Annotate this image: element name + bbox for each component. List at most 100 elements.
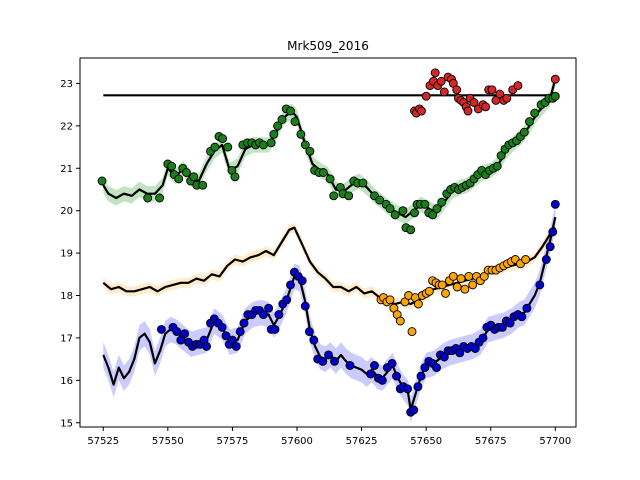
data-point-green-1-84: [525, 117, 534, 127]
data-point-blue-3-17: [227, 335, 237, 345]
data-point-red-0-26: [487, 85, 497, 95]
plot-frame: [79, 57, 577, 428]
data-point-blue-3-80: [505, 318, 515, 328]
data-point-blue-3-45: [370, 361, 379, 370]
data-point-orange-2-3: [385, 295, 395, 305]
data-point-green-1-38: [318, 168, 328, 177]
data-point-blue-3-44: [366, 369, 376, 379]
data-point-blue-3-86: [541, 255, 551, 264]
y-tick-label-5: 20: [60, 206, 73, 217]
data-points: [97, 68, 560, 417]
data-point-green-1-62: [437, 197, 447, 207]
data-point-red-0-7: [430, 68, 440, 78]
data-point-green-1-29: [277, 115, 287, 124]
data-point-green-1-26: [266, 138, 276, 148]
data-point-blue-3-57: [416, 371, 426, 381]
uncertainty-bands: [103, 71, 556, 423]
data-point-orange-2-14: [424, 286, 434, 296]
data-point-blue-3-31: [282, 295, 292, 305]
y-tick-label-3: 18: [60, 291, 73, 302]
data-point-green-1-17: [223, 142, 233, 152]
data-point-blue-5-0: [550, 199, 560, 209]
data-point-blue-3-32: [286, 280, 295, 290]
data-point-blue-3-84: [522, 303, 532, 313]
data-point-blue-3-61: [432, 363, 441, 373]
y-tick-label-0: 15: [60, 418, 73, 429]
data-point-green-1-50: [385, 204, 395, 214]
data-point-red-0-14: [452, 85, 462, 95]
data-point-blue-3-49: [387, 358, 397, 368]
data-point-green-1-4: [167, 161, 177, 171]
data-point-blue-3-37: [304, 327, 314, 337]
data-point-orange-2-21: [448, 271, 458, 281]
y-tick-label-1: 16: [60, 376, 73, 387]
data-point-green-1-90: [550, 91, 560, 101]
chart-title: Mrk509_2016: [287, 39, 369, 53]
axes: 57525 57550 57575 57600 57625 57650 57675 57700…: [60, 57, 577, 447]
data-point-green-1-55: [410, 208, 419, 218]
data-point-green-1-46: [358, 178, 368, 188]
data-point-green-1-77: [496, 151, 506, 161]
data-point-blue-3-10: [202, 341, 212, 351]
data-point-orange-2-19: [441, 288, 450, 298]
data-point-orange-2-6: [395, 316, 405, 326]
data-point-blue-3-35: [297, 276, 307, 286]
data-point-blue-3-18: [231, 341, 241, 351]
data-point-green-1-33: [296, 129, 306, 139]
data-point-blue-3-87: [545, 242, 555, 252]
data-point-orange-2-18: [437, 280, 447, 290]
x-tick-label-0: 57525: [87, 436, 119, 447]
data-point-red-0-32: [513, 81, 523, 91]
data-point-green-1-76: [492, 161, 502, 171]
x-tick-label-7: 57700: [539, 436, 571, 447]
data-point-green-1-32: [290, 117, 300, 127]
data-point-blue-3-36: [300, 301, 310, 311]
x-tick-label-5: 57650: [410, 436, 442, 447]
data-point-blue-3-28: [270, 324, 280, 334]
x-tick-label-2: 57575: [217, 436, 249, 447]
y-tick-label-7: 22: [60, 121, 73, 132]
data-point-red-0-19: [463, 106, 473, 116]
data-point-blue-3-20: [239, 318, 249, 328]
data-point-orange-2-39: [521, 255, 531, 264]
data-point-blue-3-43: [345, 361, 355, 370]
data-point-blue-3-56: [413, 382, 423, 392]
data-point-blue-3-14: [217, 322, 227, 332]
data-point-green-1-40: [329, 191, 339, 201]
data-point-blue-3-85: [535, 280, 545, 290]
data-point-blue-3-83: [517, 312, 527, 322]
data-point-orange-2-25: [464, 271, 474, 281]
data-point-blue-3-2: [172, 327, 182, 337]
data-point-green-1-85: [530, 108, 540, 118]
data-point-red-0-21: [469, 98, 479, 107]
data-point-green-1-34: [300, 140, 310, 150]
data-point-blue-3-78: [497, 322, 507, 332]
data-point-blue-3-50: [392, 371, 401, 381]
x-tick-label-4: 57625: [346, 436, 378, 447]
data-point-green-1-12: [198, 180, 208, 190]
data-point-blue-3-41: [324, 350, 333, 360]
data-point-green-1-43: [344, 191, 354, 201]
data-point-blue-3-67: [455, 348, 465, 358]
data-point-red-4-0: [550, 74, 560, 84]
data-point-blue-3-4: [180, 329, 190, 339]
data-point-red-0-30: [502, 93, 512, 103]
data-point-green-1-51: [390, 210, 400, 220]
data-point-orange-2-9: [407, 327, 417, 337]
x-tick-label-1: 57550: [152, 436, 184, 447]
data-point-green-1-14: [210, 142, 220, 152]
data-point-blue-3-42: [330, 356, 339, 366]
data-point-red-0-4: [421, 91, 431, 101]
y-tick-label-2: 17: [60, 333, 73, 344]
data-point-red-0-10: [439, 87, 449, 97]
data-point-green-1-28: [273, 121, 283, 131]
data-point-blue-3-73: [478, 333, 488, 343]
data-point-red-0-28: [495, 89, 505, 99]
data-point-blue-3-19: [235, 327, 245, 337]
data-point-green-1-8: [181, 168, 191, 177]
data-point-green-1-25: [258, 140, 268, 150]
data-point-red-0-24: [481, 102, 491, 112]
data-point-green-1-58: [420, 199, 430, 209]
